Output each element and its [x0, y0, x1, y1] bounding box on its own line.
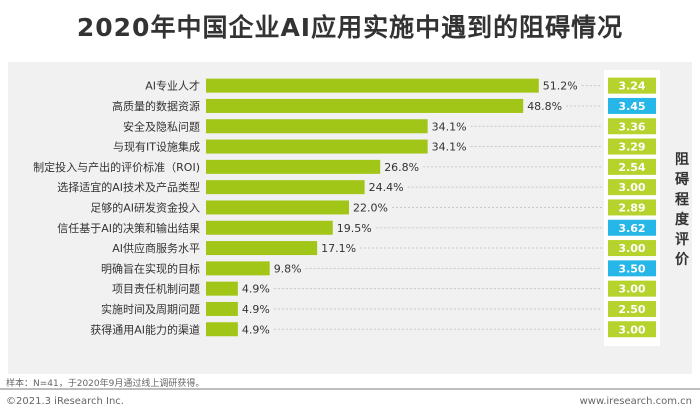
category-label: 制定投入与产出的评价标准（ROI)	[33, 160, 200, 174]
bar-value-label: 51.2%	[543, 80, 578, 93]
website-link[interactable]: www.iresearch.com.cn	[579, 396, 692, 407]
rating-box	[608, 280, 656, 297]
footer-divider	[0, 388, 700, 390]
bar	[206, 241, 318, 256]
rating-axis-title-char: 碍	[675, 172, 689, 188]
rating-value: 3.00	[618, 181, 645, 194]
bar	[206, 119, 428, 134]
rating-value: 2.50	[618, 303, 645, 316]
rating-value: 3.00	[618, 242, 645, 255]
rating-value: 3.36	[618, 120, 645, 133]
bar-value-label: 26.8%	[384, 161, 419, 174]
rating-value: 3.00	[618, 283, 645, 296]
bar	[206, 301, 238, 316]
bar-value-label: 34.1%	[432, 141, 467, 154]
rating-axis-title-char: 价	[675, 252, 689, 268]
bar-value-label: 19.5%	[337, 222, 372, 235]
bar-value-label: 4.9%	[242, 303, 270, 316]
category-label: 获得通用AI能力的渠道	[90, 322, 200, 336]
rating-value: 3.00	[618, 323, 645, 336]
rating-value: 2.89	[618, 201, 645, 214]
category-label: AI专业人才	[145, 79, 200, 93]
rating-box	[608, 118, 656, 135]
rating-axis-title: 阻碍程度评价	[672, 150, 692, 270]
sample-note: 样本：N=41，于2020年9月通过线上调研获得。	[6, 379, 205, 389]
category-label: AI供应商服务水平	[112, 241, 200, 255]
category-label: 足够的AI研发资金投入	[90, 200, 200, 214]
rating-box	[608, 158, 656, 175]
bar-value-label: 24.4%	[369, 181, 404, 194]
bar	[206, 180, 365, 195]
category-label: 信任基于AI的决策和输出结果	[57, 221, 200, 235]
chart-panel	[8, 62, 692, 374]
bar-value-label: 17.1%	[321, 242, 356, 255]
category-label: 与现有IT设施集成	[113, 140, 200, 154]
category-label: 高质量的数据资源	[112, 99, 200, 113]
rating-box	[608, 138, 656, 155]
bar-value-label: 22.0%	[353, 201, 388, 214]
rating-value: 3.45	[618, 100, 645, 113]
rating-value: 3.62	[618, 222, 645, 235]
chart-title: 2020年中国企业AI应用实施中遇到的阻碍情况	[76, 13, 624, 42]
bar	[206, 159, 381, 174]
rating-box	[608, 199, 656, 216]
category-label: 安全及隐私问题	[123, 119, 200, 133]
bar-value-label: 9.8%	[274, 262, 302, 275]
bar	[206, 220, 333, 235]
rating-axis-title-char: 程	[675, 192, 689, 208]
bar-value-label: 48.8%	[527, 100, 562, 113]
bar	[206, 78, 539, 93]
rating-box	[608, 77, 656, 94]
bar-value-label: 34.1%	[432, 120, 467, 133]
bar	[206, 98, 524, 113]
rating-box	[608, 300, 656, 317]
bar	[206, 322, 238, 337]
rating-box-highlighted	[608, 219, 656, 236]
bar	[206, 261, 270, 276]
bar	[206, 281, 238, 296]
rating-box-highlighted	[608, 260, 656, 277]
category-label: 实施时间及周期问题	[101, 302, 200, 316]
copyright-text: ©2021.3 iResearch Inc.	[6, 396, 124, 407]
rating-axis-title-char: 阻	[675, 152, 689, 168]
bar-value-label: 4.9%	[242, 323, 270, 336]
category-label: 选择适宜的AI技术及产品类型	[57, 180, 200, 194]
rating-box-highlighted	[608, 97, 656, 114]
rating-axis-title-char: 评	[675, 232, 689, 248]
rating-axis-title-char: 度	[675, 212, 689, 228]
rating-value: 2.54	[618, 161, 645, 174]
rating-box	[608, 179, 656, 196]
bar	[206, 200, 349, 215]
category-label: 明确旨在实现的目标	[101, 261, 200, 275]
rating-value: 3.29	[618, 141, 645, 154]
bar-value-label: 4.9%	[242, 283, 270, 296]
rating-box	[608, 321, 656, 338]
rating-value: 3.50	[618, 262, 645, 275]
rating-box	[608, 240, 656, 257]
bar	[206, 139, 428, 154]
rating-value: 3.24	[618, 80, 645, 93]
category-label: 项目责任机制问题	[112, 282, 200, 296]
